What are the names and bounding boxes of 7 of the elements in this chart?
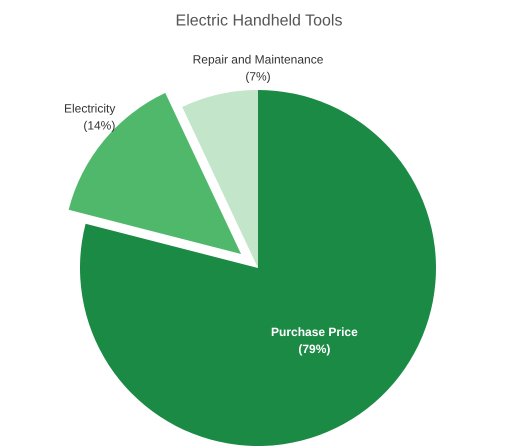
- data-label: (79%): [298, 342, 330, 356]
- data-label: (7%): [245, 70, 271, 84]
- chart-title: Electric Handheld Tools: [176, 12, 342, 30]
- slice-label: Electricity: [64, 101, 116, 116]
- slice-label: Repair and Maintenance: [192, 52, 324, 66]
- slice-label: Purchase Price: [271, 325, 358, 340]
- data-label: (14%): [83, 118, 116, 132]
